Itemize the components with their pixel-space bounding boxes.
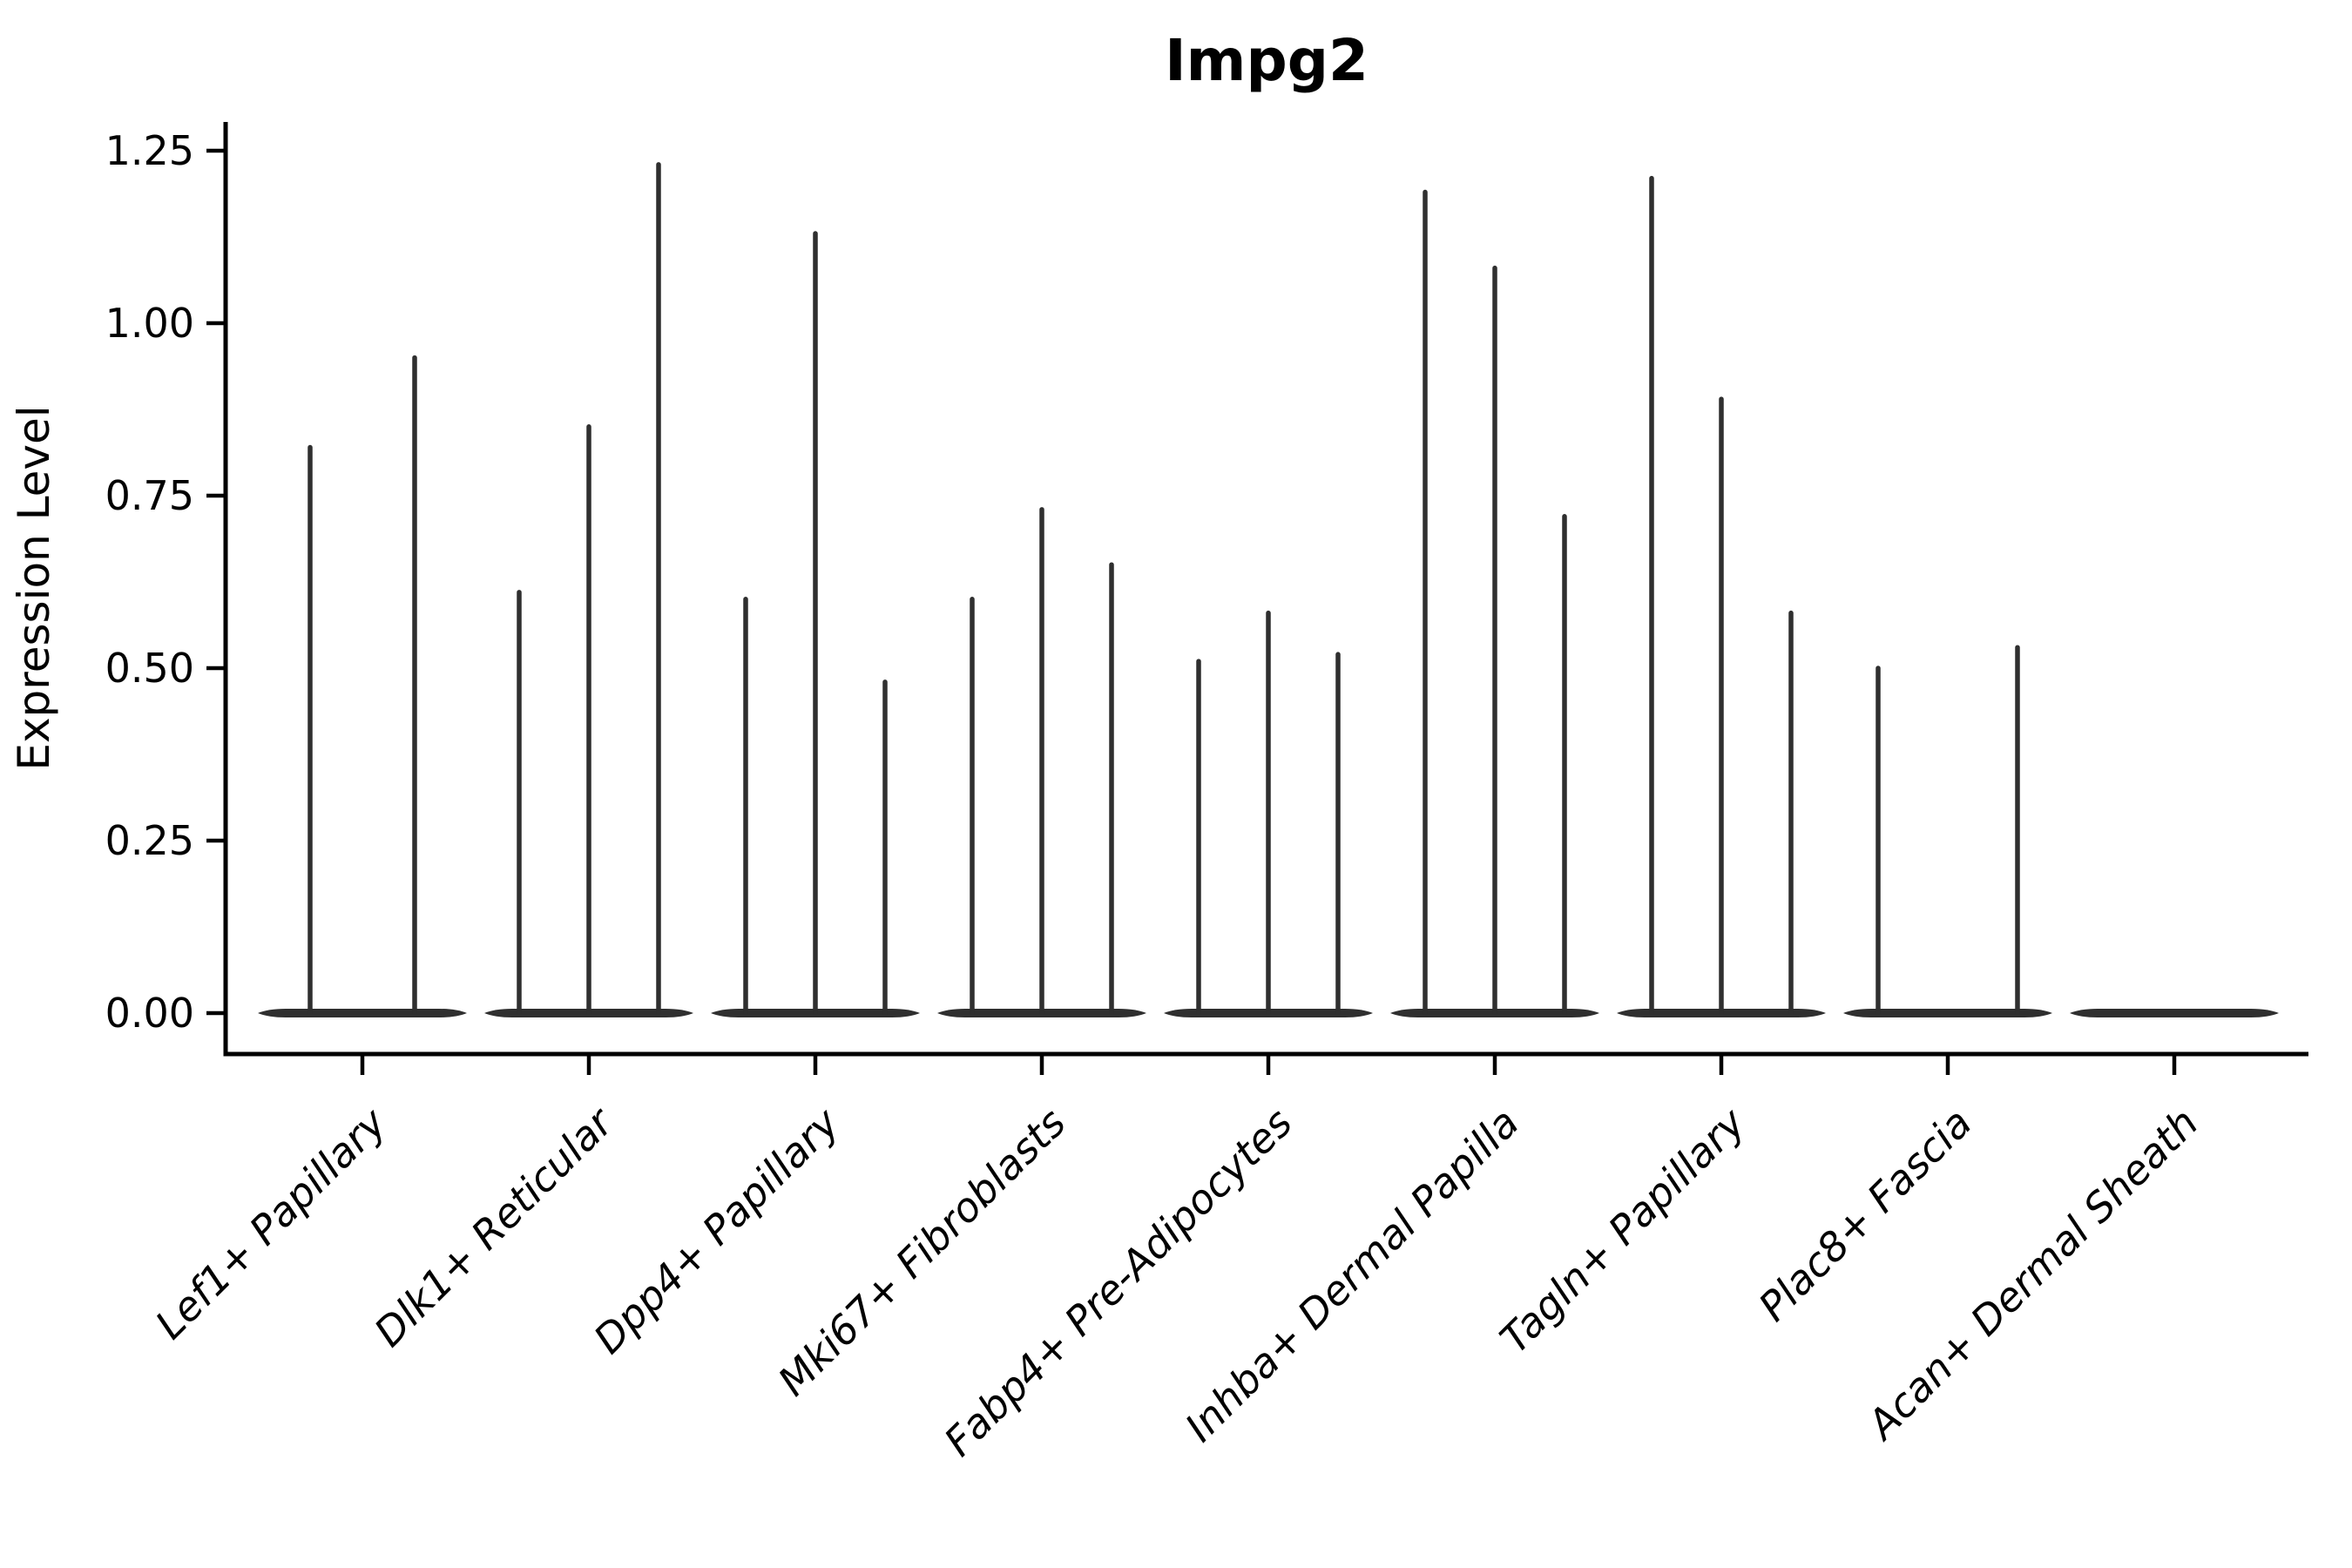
violin-baseline	[258, 1009, 467, 1017]
x-tick-label: Plac8+ Fascia	[1749, 1099, 1980, 1330]
y-axis-label: Expression Level	[9, 405, 59, 770]
violin-baseline	[1843, 1009, 2052, 1017]
y-tick-label: 1.25	[105, 127, 194, 174]
y-tick-label: 0.25	[105, 817, 194, 864]
x-tick-label: Dlk1+ Reticular	[365, 1097, 624, 1355]
y-tick-label: 0.75	[105, 472, 194, 519]
violin-baseline	[2070, 1009, 2279, 1017]
x-tick-label: Lef1+ Papillary	[146, 1098, 395, 1348]
x-tick-label: Tagln+ Papillary	[1490, 1098, 1754, 1362]
x-tick-label: Dpp4+ Papillary	[585, 1098, 848, 1362]
y-tick-label: 1.00	[105, 300, 194, 347]
chart-title: Impg2	[1165, 27, 1369, 94]
y-tick-label: 0.50	[105, 645, 194, 692]
y-tick-label: 0.00	[105, 990, 194, 1037]
